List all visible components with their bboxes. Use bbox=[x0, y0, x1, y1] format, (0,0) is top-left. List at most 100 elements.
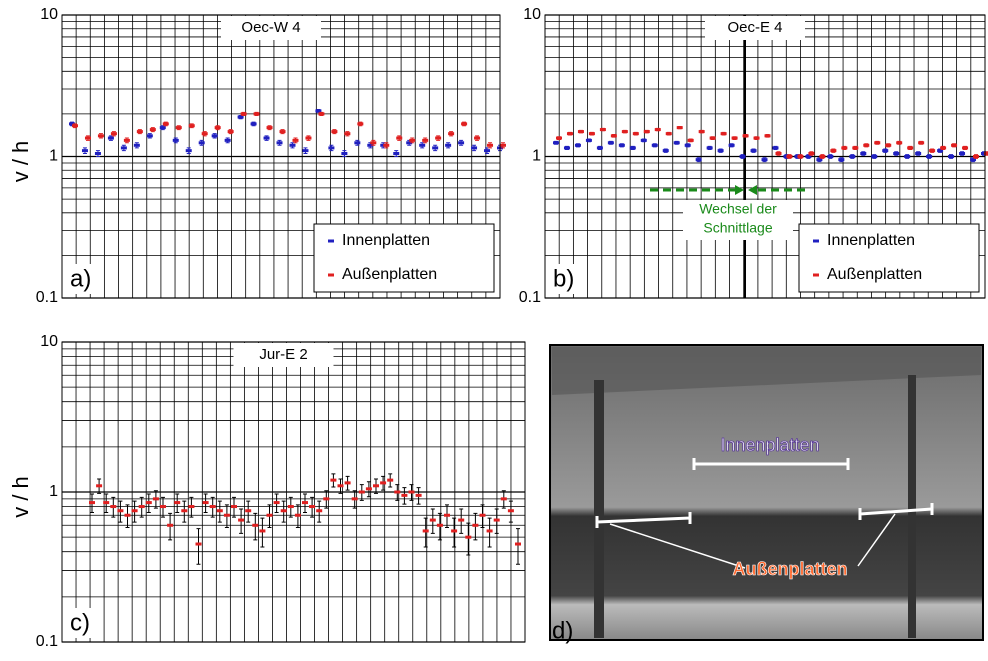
point bbox=[882, 149, 889, 153]
point bbox=[893, 152, 900, 156]
panel-label: a) bbox=[70, 265, 91, 292]
point bbox=[276, 141, 283, 145]
point bbox=[240, 112, 247, 116]
point bbox=[951, 143, 958, 147]
point bbox=[415, 493, 422, 497]
point bbox=[318, 112, 325, 116]
arrow-head bbox=[735, 185, 757, 195]
y-tick-label: 10 bbox=[40, 333, 58, 350]
point bbox=[621, 130, 628, 134]
point bbox=[396, 136, 403, 140]
point bbox=[162, 122, 169, 126]
point bbox=[709, 136, 716, 140]
point bbox=[599, 128, 606, 132]
point bbox=[96, 484, 103, 488]
point bbox=[357, 122, 364, 126]
panel-title: Oec-W 4 bbox=[241, 19, 300, 36]
point bbox=[874, 141, 881, 145]
y-axis-label: v / h bbox=[8, 141, 33, 183]
point bbox=[432, 146, 439, 150]
point bbox=[174, 501, 181, 505]
point bbox=[471, 146, 478, 150]
legend-label: Außenplatten bbox=[342, 266, 437, 283]
point bbox=[500, 143, 506, 147]
label-box bbox=[66, 264, 102, 294]
point bbox=[373, 484, 379, 488]
point bbox=[816, 158, 823, 162]
point bbox=[764, 134, 771, 138]
annotation: Wechsel der bbox=[699, 201, 777, 217]
panel-title: Jur-E 2 bbox=[259, 346, 307, 363]
legend bbox=[313, 223, 495, 293]
point bbox=[805, 155, 812, 158]
point bbox=[227, 130, 234, 134]
point bbox=[750, 149, 757, 153]
point bbox=[341, 152, 348, 156]
point bbox=[673, 141, 680, 145]
point bbox=[279, 130, 286, 134]
point bbox=[448, 132, 455, 136]
point bbox=[223, 513, 230, 517]
point bbox=[896, 141, 903, 145]
error-bar bbox=[260, 517, 265, 548]
chart-panel: 0.1 1 10 Oec-E 4 b) Innenplatten Außenplatten W… bbox=[519, 6, 988, 306]
point bbox=[394, 490, 401, 494]
point bbox=[323, 497, 330, 501]
point bbox=[937, 149, 944, 153]
point bbox=[175, 126, 182, 130]
point bbox=[214, 126, 221, 130]
chart-panel: 0.1 1 10 v / h Jur-E 2 c) bbox=[8, 333, 526, 650]
point bbox=[72, 124, 78, 128]
point bbox=[484, 149, 491, 153]
panel-title: Oec-E 4 bbox=[727, 19, 782, 36]
point bbox=[181, 509, 188, 513]
point bbox=[292, 138, 299, 142]
point bbox=[556, 136, 562, 140]
point bbox=[273, 501, 280, 505]
error-bar bbox=[487, 517, 492, 548]
point bbox=[266, 513, 273, 517]
point bbox=[827, 155, 834, 158]
point bbox=[596, 146, 603, 150]
point bbox=[665, 132, 672, 136]
point bbox=[422, 529, 429, 533]
point bbox=[753, 136, 760, 140]
point bbox=[231, 505, 237, 509]
point bbox=[970, 158, 977, 162]
point bbox=[706, 146, 713, 150]
point bbox=[252, 523, 259, 527]
point bbox=[117, 509, 124, 513]
point bbox=[926, 155, 933, 158]
roof-edge bbox=[552, 347, 981, 395]
point bbox=[553, 141, 559, 145]
point bbox=[172, 138, 179, 142]
point bbox=[797, 155, 804, 158]
title-box bbox=[705, 16, 805, 40]
point bbox=[110, 132, 117, 136]
legend-swatch bbox=[328, 239, 334, 243]
point bbox=[136, 130, 143, 134]
point bbox=[358, 490, 365, 494]
point bbox=[331, 130, 338, 134]
point bbox=[202, 501, 209, 505]
point bbox=[224, 138, 231, 142]
point bbox=[984, 152, 988, 156]
point bbox=[962, 146, 969, 150]
point bbox=[695, 158, 702, 162]
point bbox=[81, 149, 88, 153]
point bbox=[444, 513, 450, 517]
point bbox=[149, 128, 156, 132]
point bbox=[808, 152, 815, 156]
chart-panel: 0.1 1 10 v / h Oec-W 4 a) Innenplatten Außenpla… bbox=[8, 6, 506, 306]
point bbox=[315, 109, 322, 113]
post bbox=[594, 380, 604, 638]
point bbox=[472, 523, 479, 527]
point bbox=[515, 542, 521, 546]
point bbox=[344, 481, 351, 485]
point bbox=[138, 505, 145, 509]
legend-label: Innenplatten bbox=[342, 232, 430, 249]
point bbox=[387, 478, 394, 482]
point bbox=[237, 115, 244, 119]
point bbox=[629, 146, 636, 150]
point bbox=[337, 484, 344, 488]
